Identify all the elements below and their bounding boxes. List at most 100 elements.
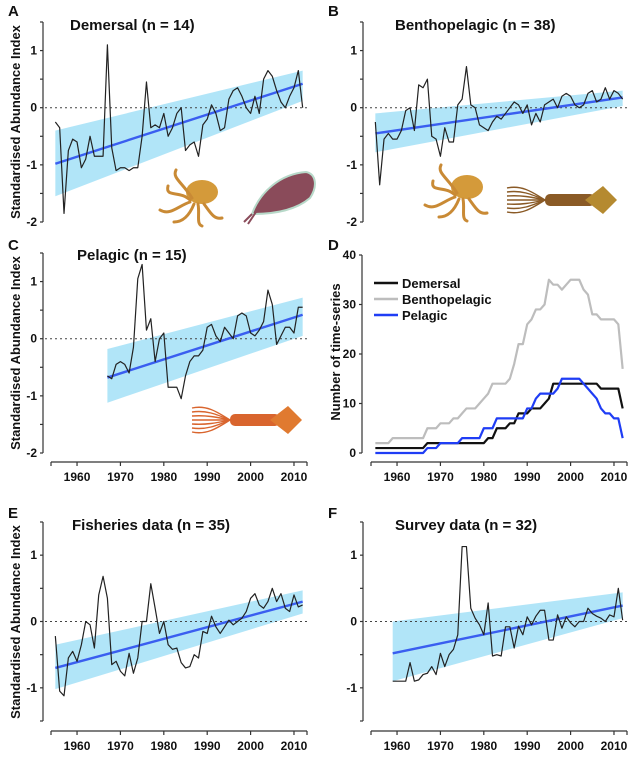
legend-label-benthopelagic: Benthopelagic (402, 292, 492, 307)
x-tick-label: 1970 (107, 470, 134, 484)
y-tick-label: -2 (26, 446, 37, 460)
x-tick-label: 1980 (150, 470, 177, 484)
panel-letter: F (328, 505, 337, 522)
y-tick-label: -1 (26, 389, 37, 403)
x-tick-label: 2010 (601, 739, 628, 753)
octopus-arm (173, 168, 194, 200)
squid-tentacle (191, 410, 231, 421)
x-tick-label: 2000 (557, 739, 584, 753)
y-axis-label: Standardised Abundance Index (8, 255, 23, 450)
y-tick-label: -1 (346, 158, 357, 172)
panel-title: Demersal (n = 14) (70, 17, 195, 34)
x-tick-label: 2010 (601, 470, 628, 484)
x-tick-label: 2000 (237, 470, 264, 484)
squid-tentacle (506, 190, 546, 201)
y-axis-label: Number of time-series (328, 283, 343, 420)
x-tick-label: 1970 (427, 470, 454, 484)
trend-line (392, 604, 623, 655)
confidence-band (55, 70, 303, 197)
y-tick-label: -1 (26, 681, 37, 695)
y-tick-label: 0 (30, 101, 37, 115)
series-line-pelagic (375, 377, 624, 455)
y-tick-label: 1 (30, 44, 37, 58)
x-tick-label: 1970 (427, 739, 454, 753)
squid-fin (270, 406, 302, 434)
octopus-arm (158, 200, 192, 214)
x-tick-label: 1960 (64, 739, 91, 753)
x-tick-label: 1990 (194, 470, 221, 484)
y-tick-label: 0 (30, 615, 37, 629)
octopus-arm (172, 202, 196, 224)
squid-tentacle (191, 419, 231, 434)
octopus-arm (431, 179, 457, 197)
confidence-band (107, 297, 303, 403)
x-tick-label: 2000 (237, 739, 264, 753)
panel-title: Benthopelagic (n = 38) (395, 17, 555, 34)
y-axis-label: Standardised Abundance Index (8, 524, 23, 719)
x-tick-label: 2000 (557, 470, 584, 484)
x-tick-label: 1990 (514, 470, 541, 484)
y-tick-label: 40 (343, 248, 357, 262)
squid-tentacle (506, 195, 546, 201)
panel-a: A Demersal (n = 14) Standardised Abundance… (8, 3, 316, 229)
x-tick-label: 1980 (470, 470, 497, 484)
panel-letter: C (8, 237, 19, 254)
legend-label-demersal: Demersal (402, 276, 461, 291)
y-tick-label: -1 (346, 681, 357, 695)
y-tick-label: 1 (350, 44, 357, 58)
y-tick-label: 30 (343, 298, 357, 312)
x-tick-label: 1990 (194, 739, 221, 753)
octopus-arm (461, 197, 469, 223)
y-tick-label: 0 (350, 615, 357, 629)
trend-line (55, 600, 303, 670)
x-tick-label: 1990 (514, 739, 541, 753)
y-tick-label: 0 (30, 332, 37, 346)
octopus-arm (438, 163, 459, 195)
cuttlefish-body (250, 170, 316, 216)
octopus-mantle (451, 175, 483, 199)
octopus-arm (166, 184, 192, 202)
x-tick-label: 1960 (64, 470, 91, 484)
panel-letter: A (8, 3, 19, 20)
y-tick-label: 10 (343, 397, 357, 411)
cuttlefish-illustration (243, 170, 316, 225)
x-tick-label: 2010 (281, 470, 308, 484)
panel-title: Survey data (n = 32) (395, 517, 537, 534)
octopus-arm (423, 195, 457, 209)
squid-mantle (545, 194, 595, 206)
octopus-illustration (423, 163, 489, 223)
trend-line (375, 96, 623, 135)
squid-fin (585, 186, 617, 214)
y-tick-label: 1 (30, 275, 37, 289)
cuttlefish-tentacles (243, 211, 257, 225)
panel-letter: E (8, 505, 18, 522)
panel-c: C Pelagic (n = 15) Standardised Abundance … (8, 237, 308, 484)
x-tick-label: 1970 (107, 739, 134, 753)
panel-b: B Benthopelagic (n = 38) 1 0 -1 -2 (328, 3, 627, 229)
confidence-band (392, 592, 623, 682)
panel-title: Fisheries data (n = 35) (72, 517, 230, 534)
y-tick-label: 0 (350, 101, 357, 115)
y-tick-label: -2 (26, 215, 37, 229)
y-axis-label: Standardised Abundance Index (8, 24, 23, 219)
y-tick-label: 1 (30, 548, 37, 562)
panel-e: E Fisheries data (n = 35) Standardised Abu… (8, 505, 308, 753)
y-tick-label: -1 (26, 158, 37, 172)
octopus-illustration (158, 168, 224, 228)
y-tick-label: 20 (343, 347, 357, 361)
x-tick-label: 1960 (384, 470, 411, 484)
squid-tentacle (506, 199, 546, 214)
squid-mantle (230, 414, 280, 426)
octopus-arm (202, 202, 224, 220)
x-tick-label: 1980 (470, 739, 497, 753)
y-tick-label: -2 (346, 215, 357, 229)
y-tick-label: 1 (350, 548, 357, 562)
x-tick-label: 1980 (150, 739, 177, 753)
abundance-series-line (374, 65, 624, 186)
abundance-series-line (54, 575, 303, 697)
trend-line (107, 313, 304, 379)
squid-illustration (191, 406, 302, 434)
x-tick-label: 1960 (384, 739, 411, 753)
